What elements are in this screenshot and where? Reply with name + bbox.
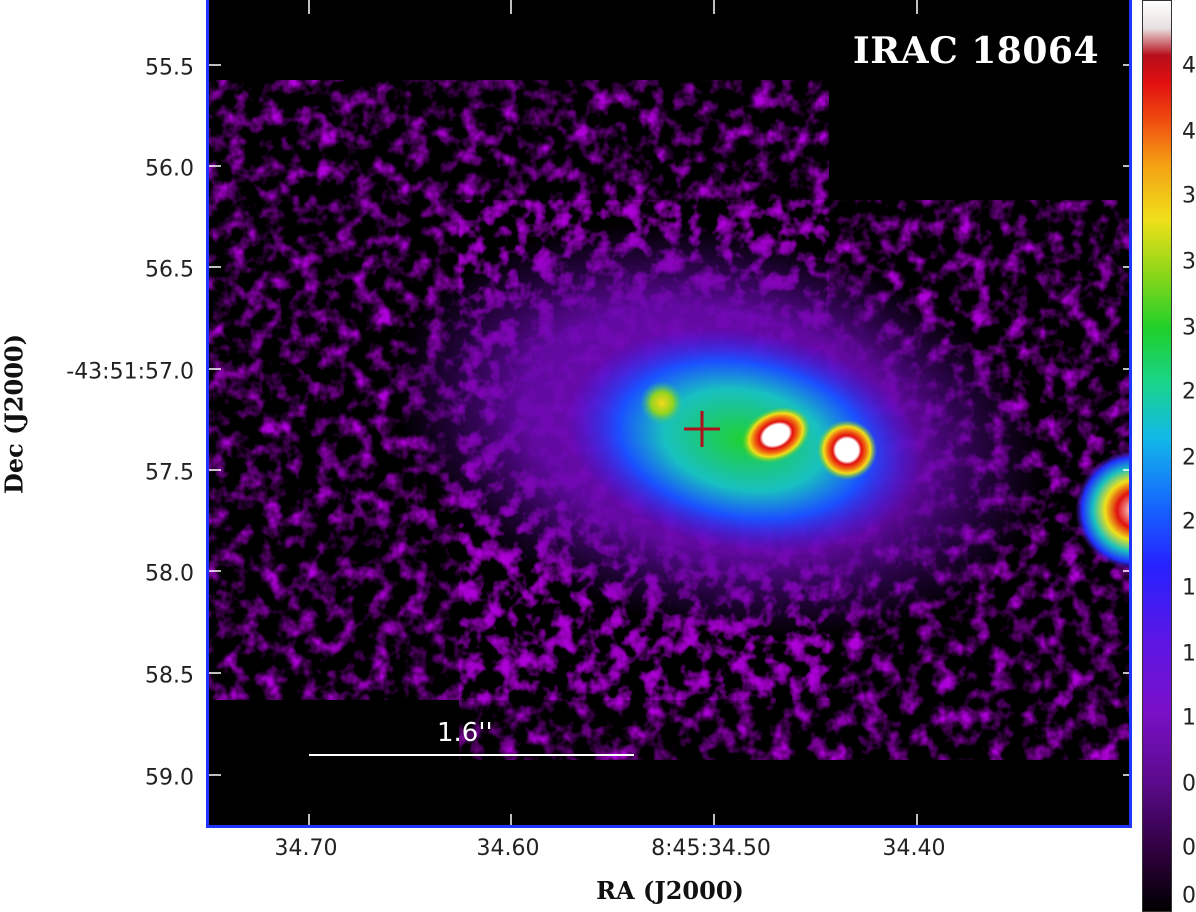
x-tick-label: 34.70 — [274, 836, 338, 861]
colorbar-tick-label: 1 — [1182, 641, 1196, 667]
colorbar — [1142, 0, 1172, 912]
y-tick-label: 56.0 — [145, 156, 194, 182]
colorbar-tick-label: 1 — [1182, 705, 1196, 731]
colorbar-tick-label: 4 — [1182, 119, 1196, 145]
colorbar-tick-label: 3 — [1182, 183, 1196, 209]
colorbar-tick-label: 4 — [1182, 53, 1196, 79]
x-axis-label: RA (J2000) — [596, 876, 744, 905]
x-tick-label: 34.40 — [882, 836, 946, 861]
colorbar-tick-label: 1 — [1182, 575, 1196, 601]
image-panel: IRAC 18064 1.6'' — [206, 0, 1132, 828]
center-marker — [684, 411, 720, 447]
scale-bar-label: 1.6'' — [437, 718, 493, 748]
y-tick-label: 57.5 — [145, 460, 194, 486]
y-tick-label: 59.0 — [145, 765, 194, 791]
y-tick-label: 58.0 — [145, 561, 194, 587]
colorbar-tick-label: 0 — [1182, 835, 1196, 861]
y-axis-label: Dec (J2000) — [0, 334, 29, 494]
x-tick-label: 34.60 — [476, 836, 540, 861]
x-tick-label: 8:45:34.50 — [651, 836, 771, 861]
colorbar-tick-label: 2 — [1182, 379, 1196, 405]
colorbar-tick-label: 3 — [1182, 249, 1196, 275]
y-tick-label: 55.5 — [145, 55, 194, 81]
emission-map — [209, 0, 1129, 825]
y-tick-label: 58.5 — [145, 663, 194, 689]
colorbar-tick-label: 3 — [1182, 315, 1196, 341]
y-tick-label: -43:51:57.0 — [66, 359, 194, 385]
colorbar-tick-label: 0 — [1182, 883, 1196, 909]
colorbar-tick-label: 2 — [1182, 445, 1196, 471]
colorbar-tick-label: 0 — [1182, 771, 1196, 797]
colorbar-tick-label: 2 — [1182, 509, 1196, 535]
image-title: IRAC 18064 — [852, 30, 1099, 72]
frame-ticks — [209, 0, 1129, 825]
y-tick-label: 56.5 — [145, 257, 194, 283]
